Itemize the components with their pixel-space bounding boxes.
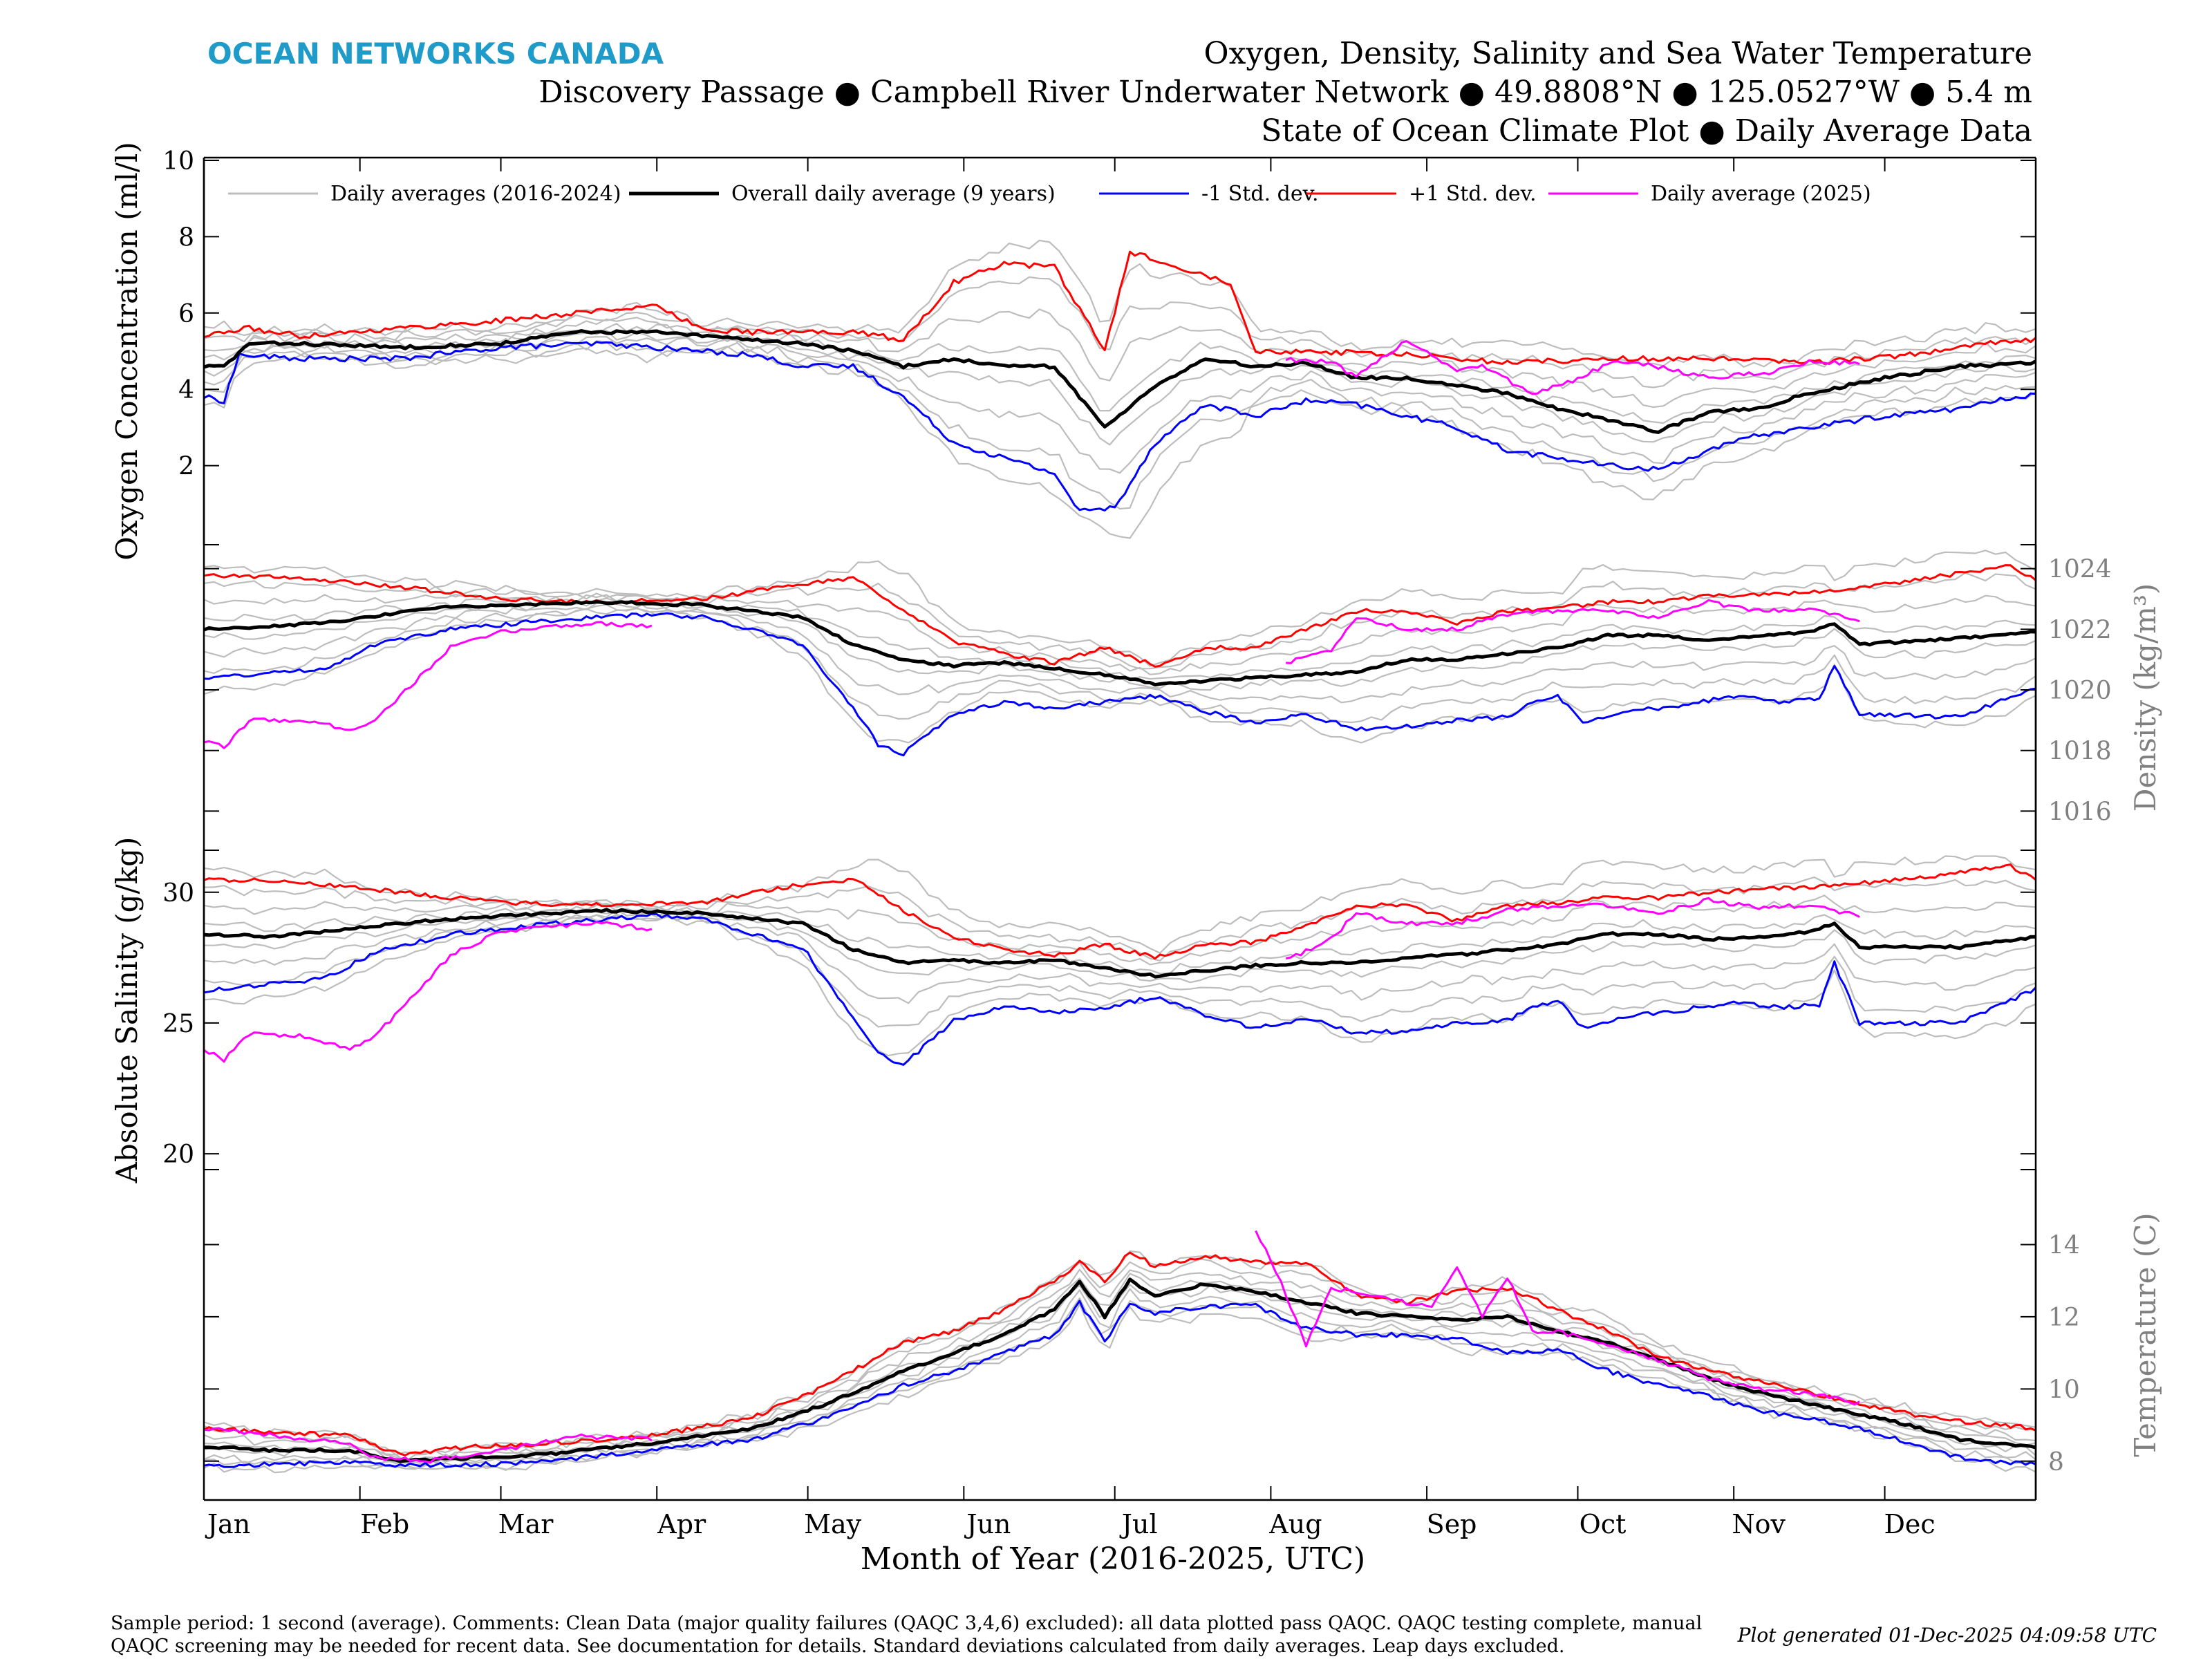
x-tick-label-jul: Jul [1119,1509,1158,1539]
title-line-3: State of Ocean Climate Plot ● Daily Aver… [1261,113,2032,149]
y-axis-label-salinity: Absolute Salinity (g/kg) [110,837,144,1184]
title-line-2: Discovery Passage ● Campbell River Under… [538,75,2032,110]
y-tick-label-temperature-1: 10 [2048,1376,2080,1404]
y-axis-label-density: Density (kg/m³) [2128,583,2162,812]
panel-temperature [203,1230,2036,1474]
panel-salinity [203,855,2037,1066]
x-tick-label-mar: Mar [498,1509,554,1539]
mean-line-1 [203,600,2036,687]
historical-trace-7 [203,572,2036,670]
legend-label-mean: Overall daily average (9 years) [731,182,1056,206]
historical-trace-2 [203,603,2036,724]
plus-std-line-1 [203,1251,2036,1456]
mean-line-1 [203,908,2036,979]
title-line-1: Oxygen, Density, Salinity and Sea Water … [1204,36,2032,71]
current-year-line-1 [203,921,653,1063]
panels [203,239,2037,1474]
current-year-line-1 [203,1427,653,1464]
historical-trace-1 [203,608,2036,744]
y-tick-label-oxygen-2: 6 [178,300,194,328]
current-year-line-2 [1286,599,1860,664]
historical-trace-4 [203,908,2036,984]
y-tick-label-salinity-1: 25 [162,1010,194,1038]
legend-label-plus_std: +1 Std. dev. [1409,182,1537,206]
legend-label-historical: Daily averages (2016-2024) [330,182,621,206]
y-tick-label-salinity-2: 30 [162,879,194,908]
y-tick-label-density-2: 1020 [2048,677,2112,705]
x-tick-label-feb: Feb [360,1509,409,1539]
y-tick-label-temperature-2: 12 [2048,1304,2080,1332]
x-axis-label: Month of Year (2016-2025, UTC) [861,1541,1365,1577]
y-tick-label-temperature-3: 14 [2048,1231,2080,1259]
historical-trace-6 [203,594,2036,675]
minus-std-line-1 [203,341,2036,512]
y-tick-label-oxygen-4: 10 [162,147,194,176]
historical-trace-6 [203,308,2036,409]
y-tick-label-density-4: 1024 [2048,556,2112,584]
y-tick-label-salinity-0: 20 [162,1141,194,1169]
historical-trace-5 [203,323,2036,424]
x-tick-label-apr: Apr [657,1509,706,1539]
legend-label-minus_std: -1 Std. dev. [1201,182,1319,206]
historical-trace-6 [203,894,2036,966]
y-tick-label-oxygen-1: 4 [178,376,194,404]
y-tick-label-density-0: 1016 [2048,798,2112,826]
historical-trace-2 [203,340,2036,510]
y-tick-label-temperature-0: 8 [2048,1448,2064,1477]
x-tick-label-aug: Aug [1268,1509,1322,1539]
x-tick-label-jan: Jan [205,1509,250,1539]
historical-trace-3 [203,908,2036,1004]
y-tick-label-density-1: 1018 [2048,738,2112,766]
x-tick-label-dec: Dec [1884,1509,1935,1539]
x-tick-label-sep: Sep [1427,1509,1477,1539]
historical-trace-1 [203,346,2036,539]
mean-line-1 [203,1277,2036,1463]
historical-trace-3 [203,601,2036,704]
plus-std-line-1 [203,250,2036,365]
minus-std-line-1 [203,612,2036,757]
minus-std-line-1 [203,1300,2036,1468]
historical-trace-8 [203,855,2036,954]
y-tick-label-density-3: 1022 [2048,616,2112,644]
legend: Daily averages (2016-2024) Overall daily … [228,182,1871,206]
current-year-line-1 [1285,340,1860,395]
plot-generated: Plot generated 01-Dec-2025 04:09:58 UTC [1737,1624,2157,1647]
current-year-line-2 [1255,1230,1860,1406]
y-tick-label-oxygen-0: 2 [178,453,194,481]
x-tick-label-nov: Nov [1732,1509,1785,1539]
y-tick-label-oxygen-3: 8 [178,223,194,252]
minus-std-line-1 [203,912,2037,1066]
historical-trace-5 [203,1273,2036,1465]
footer-notes-line-1: Sample period: 1 second (average). Comme… [111,1613,1702,1634]
legend-label-current: Daily average (2025) [1651,182,1871,206]
plus-std-line-1 [203,564,2036,668]
historical-trace-7 [203,1258,2036,1463]
x-tick-label-may: May [804,1509,862,1539]
x-tick-label-oct: Oct [1580,1509,1627,1539]
current-year-line-2 [1285,897,1860,960]
historical-trace-5 [203,903,2036,975]
x-tick-label-jun: Jun [964,1509,1011,1539]
mean-line-1 [203,329,2037,434]
logo: OCEAN NETWORKS CANADA [207,37,664,71]
historical-trace-2 [203,1297,2036,1471]
panel-density [203,550,2036,757]
footer-notes-line-2: QAQC screening may be needed for recent … [111,1635,1564,1657]
y-axis-label-oxygen: Oxygen Concentration (ml/l) [110,142,144,561]
panel-oxygen [203,239,2037,539]
historical-trace-7 [203,876,2036,962]
plus-std-line-1 [203,863,2036,960]
y-axis-label-temperature: Temperature (C) [2128,1212,2162,1456]
current-year-line-1 [203,621,653,749]
